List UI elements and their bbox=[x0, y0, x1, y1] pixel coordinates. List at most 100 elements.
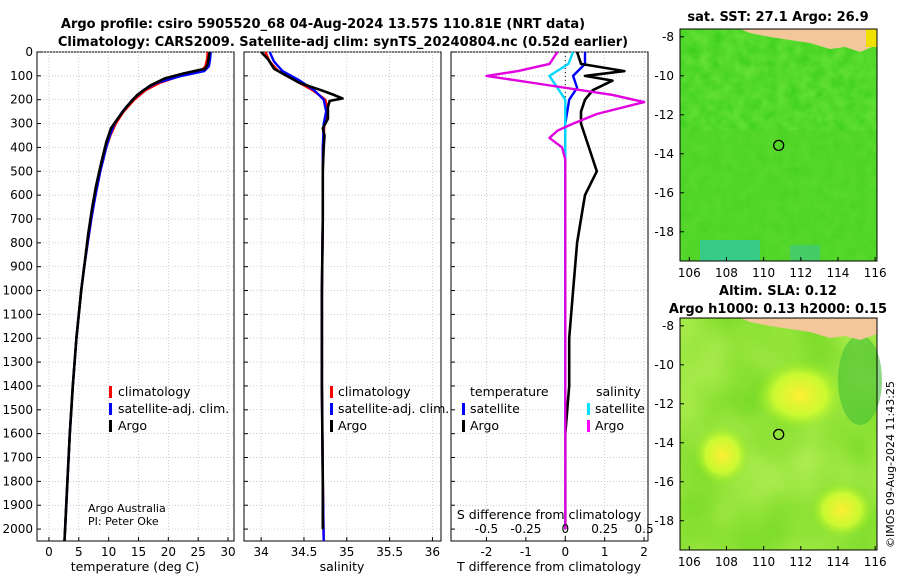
lon-tick-label: 112 bbox=[789, 266, 812, 280]
lat-tick-label: -16 bbox=[654, 186, 674, 200]
difference-axes bbox=[450, 51, 649, 542]
x-tick-label: 35 bbox=[339, 545, 354, 559]
x-tick-label: -1 bbox=[520, 545, 532, 559]
legend-title-salinity: salinity bbox=[596, 384, 641, 399]
lat-tick-label: -10 bbox=[654, 69, 674, 83]
profile-series bbox=[63, 51, 646, 542]
series-line-argo bbox=[260, 51, 344, 530]
t-difference-axis-label: T difference from climatology bbox=[456, 559, 642, 574]
x-tick-label: 5 bbox=[75, 545, 83, 559]
figure-title-line2: Climatology: CARS2009. Satellite-adj cli… bbox=[58, 35, 628, 50]
depth-tick-label: 1600 bbox=[2, 427, 33, 441]
depth-tick-label: 700 bbox=[10, 212, 33, 226]
depth-tick-label: 1500 bbox=[2, 403, 33, 417]
x-tick-label: 10 bbox=[101, 545, 116, 559]
credit-pi: PI: Peter Oke bbox=[88, 515, 159, 528]
x-tick-label: -2 bbox=[480, 545, 492, 559]
figure-title-line1: Argo profile: csiro 5905520_68 04-Aug-20… bbox=[61, 17, 585, 32]
depth-tick-label: 2000 bbox=[2, 522, 33, 536]
sst-map-ticks: 106 108 110 112 114 116 -8 -10 -12 -14 -16 -18 bbox=[654, 30, 886, 280]
depth-tick-label: 900 bbox=[10, 260, 33, 274]
credit-org: Argo Australia bbox=[88, 502, 166, 515]
lon-tick-label: 110 bbox=[752, 266, 775, 280]
legend-swatch-climatology bbox=[330, 386, 333, 398]
legend-swatch-satellite bbox=[330, 403, 333, 415]
depth-tick-label: 200 bbox=[10, 93, 33, 107]
s-difference-axis-label: S difference from climatology bbox=[457, 507, 642, 522]
sst-map-cool-patch bbox=[790, 245, 820, 261]
x-tick-label: 34 bbox=[253, 545, 268, 559]
lon-tick-label: 116 bbox=[864, 555, 887, 569]
sla-map-frame bbox=[679, 317, 878, 551]
lat-tick-label: -18 bbox=[654, 514, 674, 528]
x-tick-label: 20 bbox=[161, 545, 176, 559]
lon-tick-label: 116 bbox=[864, 266, 887, 280]
legend-swatch-climatology bbox=[109, 386, 112, 398]
lat-tick-label: -12 bbox=[654, 108, 674, 122]
lon-tick-label: 114 bbox=[827, 555, 850, 569]
lat-tick-label: -8 bbox=[662, 30, 674, 44]
depth-tick-label: 1800 bbox=[2, 474, 33, 488]
x-tick-label: 15 bbox=[131, 545, 146, 559]
depth-tick-label: 300 bbox=[10, 117, 33, 131]
legend-label-s-satellite: satellite bbox=[595, 401, 645, 416]
lon-tick-label: 114 bbox=[827, 266, 850, 280]
gridlines bbox=[37, 51, 648, 541]
sla-map-title-line2: Argo h1000: 0.13 h2000: 0.15 bbox=[669, 302, 887, 317]
x-tick-label: 30 bbox=[220, 545, 235, 559]
series-line-argo bbox=[63, 51, 211, 542]
sst-map-frame bbox=[679, 28, 878, 262]
lat-tick-label: -16 bbox=[654, 475, 674, 489]
salinity-axes bbox=[243, 51, 442, 542]
series-line-climatology bbox=[63, 51, 209, 542]
lon-tick-label: 112 bbox=[789, 555, 812, 569]
salinity-axis-label: salinity bbox=[320, 559, 365, 574]
legend-label-satellite: satellite-adj. clim. bbox=[118, 401, 229, 416]
depth-tick-label: 600 bbox=[10, 188, 33, 202]
legend-swatch-satellite bbox=[109, 403, 112, 415]
x-tick-labels: 0 5 10 15 20 25 30 34 34.5 35 35.5 36 -2 -1 0 1 2 -0.5 -0.… bbox=[45, 522, 653, 559]
legend-swatch-t-argo bbox=[462, 420, 465, 432]
x-tick-label: 25 bbox=[191, 545, 206, 559]
depth-tick-label: 800 bbox=[10, 236, 33, 250]
sst-map-south-band bbox=[680, 130, 877, 261]
sst-map bbox=[679, 28, 878, 262]
temperature-axis-label: temperature (deg C) bbox=[71, 559, 200, 574]
depth-tick-label: 1200 bbox=[2, 331, 33, 345]
s-tick-label: -0.5 bbox=[475, 522, 498, 536]
lat-tick-label: -10 bbox=[654, 358, 674, 372]
s-tick-label: 0.5 bbox=[635, 522, 654, 536]
s-tick-label: 0.25 bbox=[591, 522, 618, 536]
temperature-legend: climatology satellite-adj. clim. Argo bbox=[109, 384, 229, 433]
s-tick-label: -0.25 bbox=[510, 522, 541, 536]
legend-title-temperature: temperature bbox=[470, 384, 549, 399]
series-line-s-argo bbox=[485, 51, 646, 530]
legend-label-argo: Argo bbox=[118, 418, 147, 433]
depth-tick-label: 1000 bbox=[2, 284, 33, 298]
lat-tick-label: -12 bbox=[654, 397, 674, 411]
legend-swatch-argo bbox=[330, 420, 333, 432]
series-line-satellite-adj-clim- bbox=[63, 51, 212, 542]
series-line-t-argo bbox=[563, 51, 626, 530]
sla-map-title-line1: Altim. SLA: 0.12 bbox=[719, 284, 837, 299]
legend-label-t-satellite: satellite bbox=[470, 401, 520, 416]
lon-tick-label: 108 bbox=[715, 555, 738, 569]
sla-argo-location-marker bbox=[773, 428, 785, 441]
sla-map-low-anomaly bbox=[838, 335, 882, 425]
lon-tick-label: 110 bbox=[752, 555, 775, 569]
lat-tick-label: -14 bbox=[654, 147, 674, 161]
x-tick-label: 2 bbox=[640, 545, 648, 559]
legend-label-satellite: satellite-adj. clim. bbox=[338, 401, 449, 416]
sla-map-land-java bbox=[740, 318, 877, 340]
depth-tick-label: 0 bbox=[25, 45, 33, 59]
sla-map-high-anomaly bbox=[692, 423, 752, 487]
legend-swatch-t-satellite bbox=[462, 403, 465, 415]
depth-tick-label: 100 bbox=[10, 69, 33, 83]
legend-label-t-argo: Argo bbox=[470, 418, 499, 433]
legend-label-s-argo: Argo bbox=[595, 418, 624, 433]
sst-map-cool-patch bbox=[700, 240, 760, 261]
sst-map-warm-patch bbox=[866, 29, 877, 47]
depth-tick-label: 1300 bbox=[2, 355, 33, 369]
sst-map-title: sat. SST: 27.1 Argo: 26.9 bbox=[687, 10, 868, 25]
